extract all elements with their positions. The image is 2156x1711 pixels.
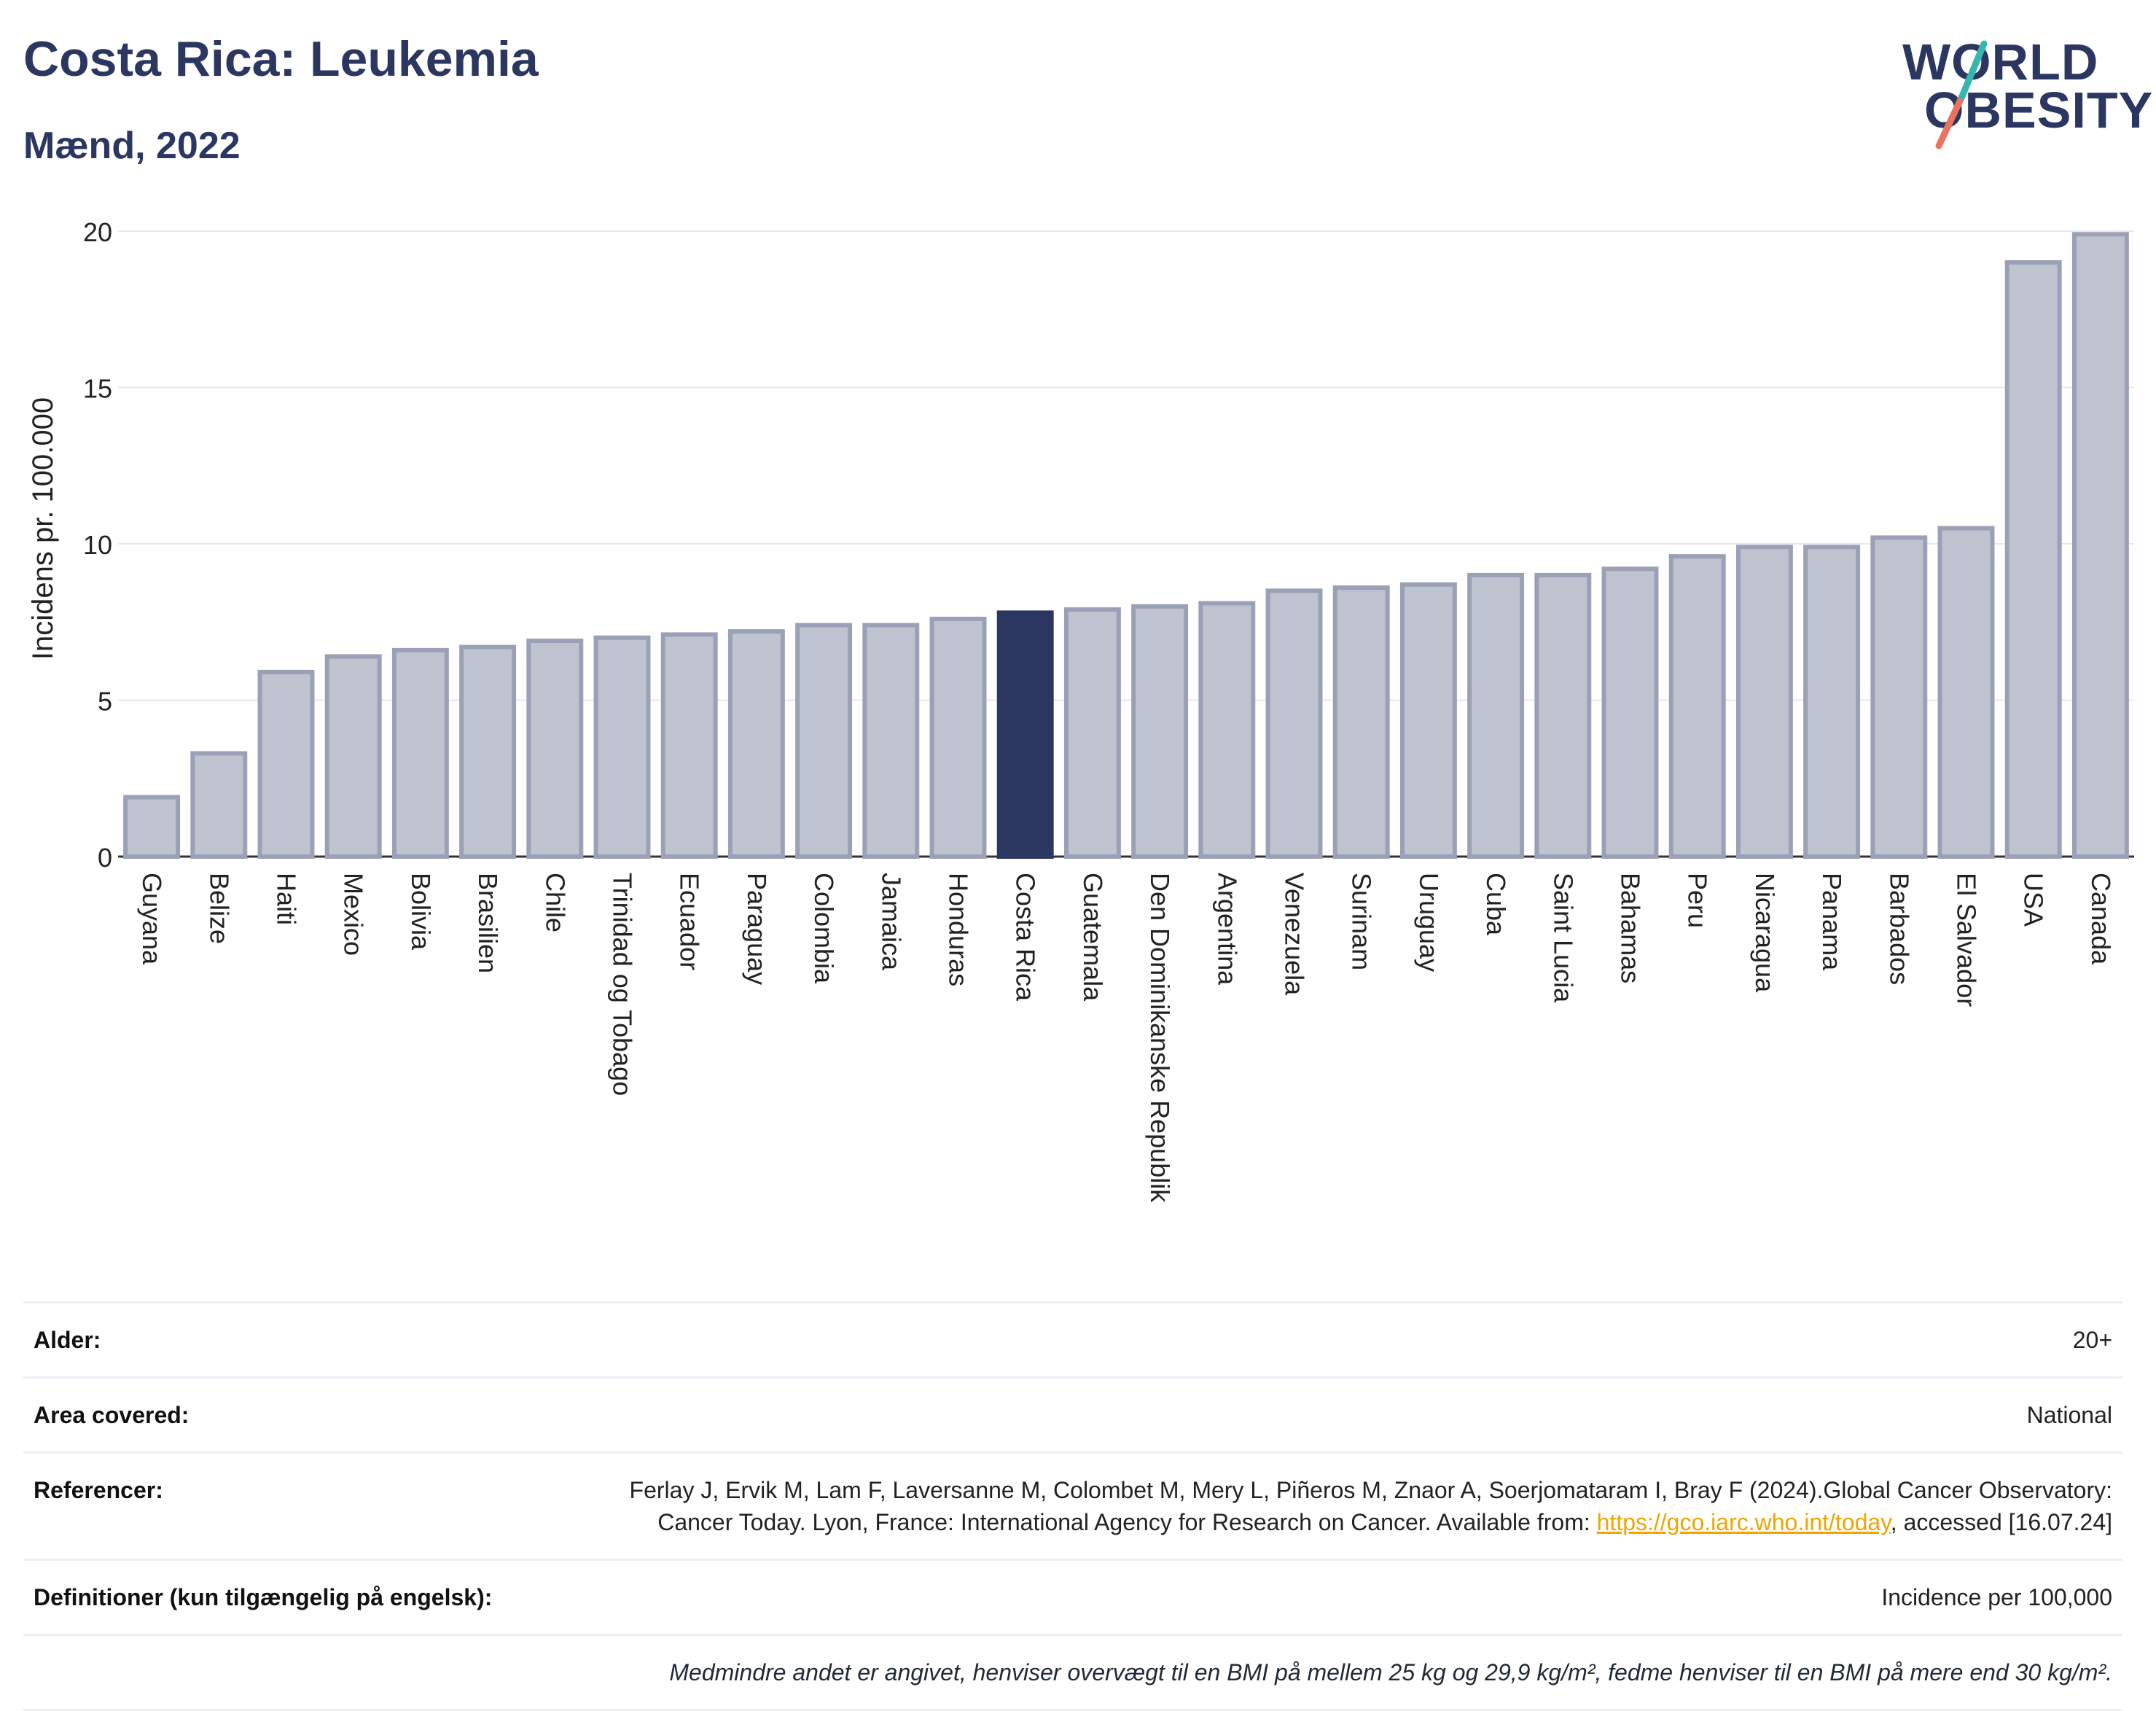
meta-row-references: Referencer: Ferlay J, Ervik M, Lam F, La…: [23, 1451, 2122, 1559]
page-subtitle: Mænd, 2022: [23, 125, 241, 167]
bar-el-salvador: [1937, 526, 1995, 859]
x-tick-label: Guyana: [137, 873, 167, 965]
bar-brasilien: [459, 644, 517, 859]
x-tick-label: Ecuador: [675, 873, 705, 970]
x-tick-label: Chile: [540, 873, 570, 932]
bar-chile: [526, 638, 584, 859]
bar-peru: [1668, 554, 1726, 859]
x-tick-label: Saint Lucia: [1548, 873, 1578, 1003]
definitions-label: Definitioner (kun tilgængelig på engelsk…: [34, 1584, 493, 1610]
bar-chart: 0 5 10 15 20 Guyana Belize Haiti Mexico Bolivia B…: [27, 217, 2134, 1203]
x-tick-label: Canada: [2086, 873, 2116, 965]
footnote: Medmindre andet er angivet, henviser ove…: [23, 1634, 2122, 1711]
references-link[interactable]: https://gco.iarc.who.int/today: [1596, 1509, 1891, 1535]
references-label: Referencer:: [34, 1477, 163, 1503]
y-tick-labels: 0 5 10 15 20: [83, 217, 112, 873]
bar-venezuela: [1265, 588, 1323, 859]
y-tick-label: 10: [83, 530, 112, 560]
bar-barbados: [1870, 535, 1928, 859]
x-tick-label: Colombia: [809, 873, 839, 984]
x-tick-label: Peru: [1683, 873, 1713, 928]
definitions-value: Incidence per 100,000: [1881, 1584, 2112, 1610]
bar-cuba: [1467, 572, 1525, 860]
bar-nicaragua: [1735, 545, 1793, 859]
x-tick-label: Costa Rica: [1011, 873, 1041, 1002]
x-tick-label: Mexico: [339, 873, 369, 956]
age-value: 20+: [2072, 1327, 2112, 1353]
bar-colombia: [795, 623, 853, 859]
x-tick-label: Trinidad og Tobago: [608, 873, 638, 1096]
x-tick-label: Haiti: [272, 873, 302, 925]
bars: [123, 232, 2129, 860]
x-tick-label: Bahamas: [1616, 873, 1646, 983]
meta-row-definitions: Definitioner (kun tilgængelig på engelsk…: [23, 1559, 2122, 1634]
bar-ecuador: [660, 632, 718, 859]
y-tick-label: 15: [83, 374, 112, 404]
y-tick-label: 5: [98, 687, 112, 717]
bar-guatemala: [1063, 607, 1121, 860]
x-tick-label: Barbados: [1884, 873, 1914, 985]
x-tick-label: Nicaragua: [1750, 873, 1780, 993]
bar-panama: [1803, 545, 1861, 859]
bar-bahamas: [1601, 566, 1659, 859]
logo-slash-icon: [1935, 40, 1988, 149]
y-axis-label: Incidens pr. 100.000: [27, 397, 59, 660]
x-tick-label: Honduras: [944, 873, 974, 986]
x-tick-label: Panama: [1817, 873, 1847, 971]
area-label: Area covered:: [34, 1402, 190, 1428]
grid-lines: [118, 230, 2134, 858]
page-title: Costa Rica: Leukemia: [23, 31, 539, 87]
area-value: National: [2026, 1402, 2112, 1428]
x-tick-labels: Guyana Belize Haiti Mexico Bolivia Brasilien C…: [137, 873, 2116, 1203]
world-obesity-logo: WORLD OBESITY: [1902, 34, 2152, 153]
bar-honduras: [929, 616, 987, 860]
x-tick-label: USA: [2019, 873, 2049, 927]
x-tick-label: Brasilien: [473, 873, 503, 973]
x-tick-label: Argentina: [1212, 873, 1242, 986]
references-accessed: , accessed [16.07.24]: [1890, 1509, 2112, 1535]
bar-argentina: [1198, 601, 1256, 859]
x-tick-label: Cuba: [1481, 873, 1511, 936]
meta-row-area: Area covered: National: [23, 1376, 2122, 1451]
age-label: Alder:: [34, 1327, 101, 1353]
x-tick-label: Jamaica: [876, 873, 906, 971]
bar-jamaica: [862, 623, 920, 859]
bar-guyana: [123, 795, 181, 859]
bar-haiti: [257, 669, 315, 860]
bar-den-dominikanske-republik: [1131, 604, 1189, 859]
x-tick-label: Uruguay: [1414, 873, 1444, 972]
y-tick-label: 0: [98, 843, 112, 873]
bar-bolivia: [391, 647, 449, 859]
bar-paraguay: [727, 629, 785, 859]
x-tick-label: El Salvador: [1952, 873, 1982, 1007]
x-tick-label: Paraguay: [742, 873, 772, 985]
logo-line-1: WORLD: [1902, 34, 2099, 90]
bar-trinidad-og-tobago: [593, 635, 651, 859]
x-tick-label: Guatemala: [1078, 873, 1108, 1002]
x-tick-label: Belize: [204, 873, 234, 944]
bar-belize: [190, 751, 248, 859]
y-tick-label: 20: [83, 217, 112, 247]
bar-uruguay: [1399, 582, 1457, 860]
bar-usa: [2004, 260, 2062, 859]
references-text: Ferlay J, Ervik M, Lam F, Laversanne M, …: [629, 1477, 2112, 1535]
x-tick-label: Venezuela: [1280, 873, 1310, 996]
bar-surinam: [1332, 585, 1390, 859]
references-value: Ferlay J, Ervik M, Lam F, Laversanne M, …: [618, 1474, 2112, 1538]
bar-canada: [2071, 232, 2129, 860]
x-tick-label: Bolivia: [406, 873, 436, 951]
bar-costa-rica: [996, 610, 1054, 859]
metadata-table: Alder: 20+ Area covered: National Refere…: [23, 1301, 2122, 1711]
x-tick-label: Surinam: [1347, 873, 1377, 970]
x-tick-label: Den Dominikanske Republik: [1145, 873, 1175, 1203]
meta-row-age: Alder: 20+: [23, 1301, 2122, 1376]
footnote-text: Medmindre andet er angivet, henviser ove…: [669, 1659, 2112, 1685]
bar-saint-lucia: [1534, 572, 1592, 860]
bar-mexico: [324, 654, 382, 859]
